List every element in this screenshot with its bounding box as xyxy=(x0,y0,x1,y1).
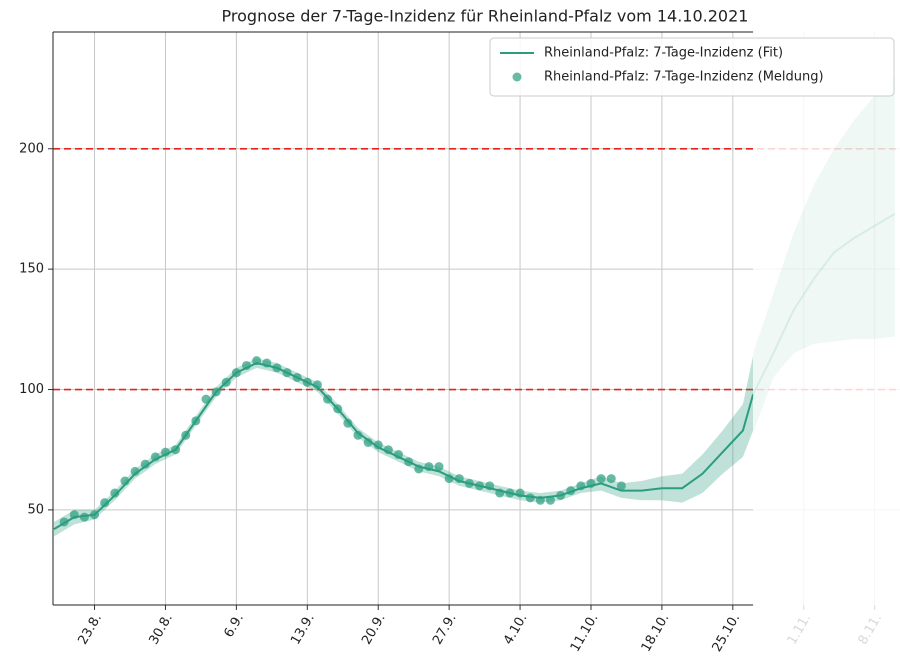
fit-line xyxy=(53,361,755,531)
data-point xyxy=(525,493,535,503)
data-point xyxy=(616,481,626,491)
y-tick-label: 200 xyxy=(19,141,44,156)
data-point xyxy=(464,478,474,488)
x-tick-label: 25.10. xyxy=(710,611,744,654)
data-point xyxy=(606,474,616,484)
data-point xyxy=(444,474,454,484)
data-point xyxy=(262,358,272,368)
legend: Rheinland-Pfalz: 7-Tage-Inzidenz (Fit) Rh… xyxy=(489,37,895,97)
data-point xyxy=(393,450,403,460)
data-point xyxy=(454,474,464,484)
data-point xyxy=(110,488,120,498)
data-point xyxy=(485,481,495,491)
data-point xyxy=(221,377,231,387)
data-point xyxy=(100,498,110,508)
legend-marker xyxy=(512,72,522,82)
data-point xyxy=(424,462,434,472)
x-tick-label: 11.10. xyxy=(568,611,602,654)
data-point xyxy=(181,430,191,440)
data-point xyxy=(576,481,586,491)
x-tick-label: 6.9. xyxy=(221,611,246,640)
data-point xyxy=(495,488,505,498)
data-point xyxy=(272,363,282,373)
x-tick-label: 30.8. xyxy=(146,611,176,647)
data-point xyxy=(566,486,576,496)
data-point xyxy=(79,512,89,522)
data-point xyxy=(434,462,444,472)
legend-label: Rheinland-Pfalz: 7-Tage-Inzidenz (Fit) xyxy=(544,46,783,61)
data-point xyxy=(150,452,160,462)
x-tick-label: 20.9. xyxy=(359,611,389,647)
data-point xyxy=(130,466,140,476)
data-point xyxy=(312,380,322,390)
data-point xyxy=(404,457,414,467)
data-point xyxy=(120,476,130,486)
data-point xyxy=(545,495,555,505)
data-point xyxy=(515,488,525,498)
data-point xyxy=(596,474,606,484)
data-point xyxy=(231,368,241,378)
x-tick-label: 13.9. xyxy=(288,611,318,647)
data-point xyxy=(252,356,262,366)
data-point xyxy=(363,437,373,447)
data-point xyxy=(586,478,596,488)
x-tick-label: 27.9. xyxy=(430,611,460,647)
data-point xyxy=(160,447,170,457)
data-point xyxy=(242,360,252,370)
data-point xyxy=(383,445,393,455)
legend-box xyxy=(489,37,895,97)
data-point xyxy=(373,440,383,450)
data-point xyxy=(292,372,302,382)
data-point xyxy=(282,368,292,378)
y-tick-label: 150 xyxy=(19,262,44,277)
data-point xyxy=(171,445,181,455)
data-point xyxy=(302,377,312,387)
x-tick-label: 23.8. xyxy=(76,611,106,647)
data-point xyxy=(90,510,100,520)
data-point xyxy=(505,488,515,498)
data-point xyxy=(535,495,545,505)
x-tick-label: 4.10. xyxy=(501,611,531,647)
confidence-band xyxy=(753,76,895,433)
data-point xyxy=(191,416,201,426)
data-point xyxy=(343,418,353,428)
x-tick-label: 18.10. xyxy=(639,611,673,654)
y-tick-label: 100 xyxy=(19,382,44,397)
y-tick-label: 50 xyxy=(27,502,44,517)
data-point xyxy=(556,490,566,500)
data-point xyxy=(353,430,363,440)
chart-title: Prognose der 7-Tage-Inzidenz für Rheinla… xyxy=(222,7,749,26)
data-point xyxy=(69,510,79,520)
data-point xyxy=(59,517,69,527)
data-point xyxy=(333,404,343,414)
fit-line xyxy=(752,212,896,395)
data-point xyxy=(140,459,150,469)
forecast-fade xyxy=(753,0,900,671)
forecast xyxy=(752,76,896,433)
data-point xyxy=(211,387,221,397)
data-point xyxy=(414,464,424,474)
legend-label: Rheinland-Pfalz: 7-Tage-Inzidenz (Meldun… xyxy=(544,70,824,85)
confidence-band xyxy=(54,355,754,537)
data-point xyxy=(201,394,211,404)
data-point xyxy=(475,481,485,491)
data-point xyxy=(323,394,333,404)
